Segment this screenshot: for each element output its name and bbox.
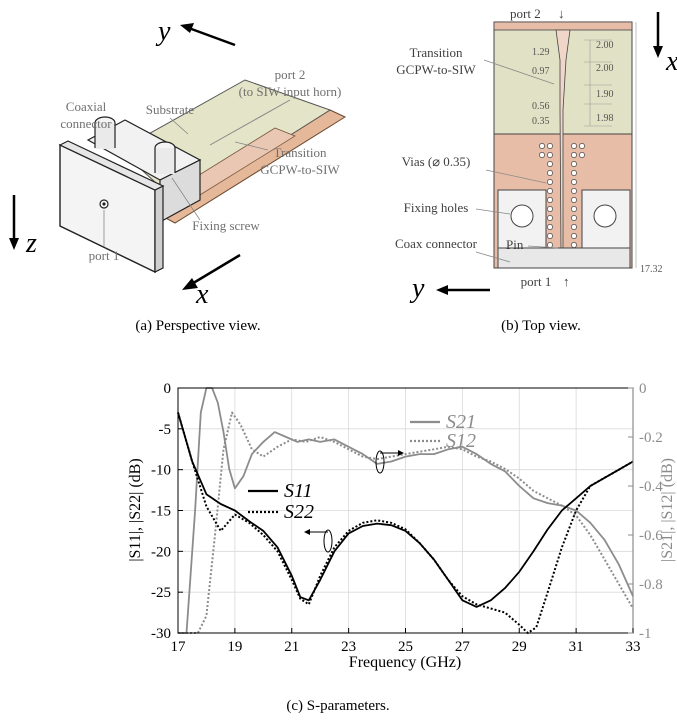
x-tick-label: 17 — [171, 639, 187, 655]
x-tick-label: 19 — [227, 639, 242, 655]
label-fixing-screw: Fixing screw — [192, 218, 260, 233]
x-tick-label: 27 — [455, 639, 471, 655]
panel-b-top-view: 1.29 0.97 0.56 0.35 2.00 2.00 1.90 1.98 … — [395, 6, 677, 334]
y-axis-label-right: |S21|, |S12| (dB) — [659, 458, 676, 562]
x-tick-label: 31 — [569, 639, 584, 655]
chart-grid — [177, 387, 634, 634]
via-rows — [539, 143, 585, 248]
panel-a-perspective: y z x Coaxial connector Substrate port 2… — [9, 16, 347, 334]
label-port1: port 1 — [89, 248, 120, 263]
x-tick-label: 25 — [398, 639, 413, 655]
label-transition: Transition — [274, 145, 327, 160]
caption-a: (a) Perspective view. — [135, 318, 260, 334]
axis-x-label-b: x — [665, 46, 677, 77]
fixing-hole-left — [510, 204, 534, 228]
y-tick-label: -25 — [151, 585, 171, 601]
label-port2: port 2 — [275, 67, 306, 82]
axis-z-label-a: z — [25, 228, 37, 259]
axis-y-label-b: y — [409, 273, 425, 304]
label-coaxial: Coaxial — [66, 99, 107, 114]
caption-b: (b) Top view. — [501, 318, 581, 334]
x-tick-label: 21 — [284, 639, 299, 655]
panel-c-chart: 17 19 21 23 25 27 29 31 33 0 -5 -10 -15 -20 -25 -30 0 -0.… — [127, 381, 676, 714]
y-right-tick-label: -0.6 — [639, 528, 663, 544]
axis-y-label-a: y — [155, 16, 171, 47]
y-axis-label-left: |S11|, |S22| (dB) — [127, 458, 144, 561]
series-s21-line — [178, 387, 634, 634]
label-coax-connector: Coax connector — [395, 236, 478, 251]
y-tick-label: -10 — [151, 463, 171, 479]
port2-arrow-icon: ↓ — [558, 6, 565, 21]
legend-s21: S21 — [446, 411, 476, 433]
dim-right-2: 2.00 — [596, 63, 614, 74]
label-connector: connector — [60, 116, 112, 131]
x-tick-label: 23 — [341, 639, 356, 655]
legend-s11-s22: S11 S22 — [248, 480, 333, 553]
legend-s21-s12: S21 S12 — [375, 411, 476, 474]
dim-left-1: 1.29 — [532, 47, 550, 58]
chart-series — [177, 387, 634, 634]
chart-ticks: 17 19 21 23 25 27 29 31 33 0 -5 -10 -15 -20 -25 -30 0 -0.… — [151, 381, 663, 655]
label-pin: Pin — [506, 237, 524, 252]
dim-left-2: 0.97 — [532, 66, 550, 77]
y-right-tick-label: -0.4 — [639, 479, 663, 495]
legend-s12: S12 — [446, 430, 476, 452]
y-tick-label: -30 — [151, 626, 171, 642]
y-right-tick-label: -1 — [639, 626, 652, 642]
series-s12-line — [178, 411, 634, 634]
y-right-tick-label: -0.2 — [639, 430, 663, 446]
legend-s22: S22 — [284, 501, 314, 523]
dim-left-4: 0.35 — [532, 116, 550, 127]
y-right-tick-label: 0 — [639, 381, 647, 397]
label-transition-b: Transition — [410, 45, 463, 60]
x-tick-label: 29 — [512, 639, 527, 655]
label-fixing-holes: Fixing holes — [404, 200, 469, 215]
x-tick-label: 33 — [626, 639, 641, 655]
dim-right-1: 2.00 — [596, 40, 614, 51]
caption-c: (c) S-parameters. — [286, 698, 389, 714]
label-gcpw-to-siw: GCPW-to-SIW — [260, 162, 340, 177]
label-port2-note: (to SIW input horn) — [239, 84, 342, 99]
y-tick-label: -5 — [159, 422, 172, 438]
axis-x-label-a: x — [195, 279, 209, 310]
dim-total: 17.32 — [640, 264, 663, 275]
label-port2-b: port 2 — [510, 6, 541, 21]
label-port1-b: port 1 — [521, 274, 552, 289]
fixing-hole-right — [593, 204, 617, 228]
y-tick-label: 0 — [164, 381, 172, 397]
series-s22-line — [177, 412, 634, 634]
dim-right-4: 1.98 — [596, 113, 614, 124]
dim-left-3: 0.56 — [532, 101, 550, 112]
label-substrate: Substrate — [146, 102, 195, 117]
label-gcpw-b: GCPW-to-SIW — [396, 62, 476, 77]
series-s11-line — [177, 412, 634, 608]
dim-right-3: 1.90 — [596, 89, 614, 100]
y-right-tick-label: -0.8 — [639, 577, 663, 593]
port1-arrow-icon: ↑ — [563, 274, 570, 289]
y-tick-label: -20 — [151, 544, 171, 560]
y-tick-label: -15 — [151, 504, 171, 520]
x-axis-label: Frequency (GHz) — [349, 654, 461, 671]
legend-s11: S11 — [284, 480, 313, 502]
label-vias: Vias (⌀ 0.35) — [402, 154, 471, 169]
